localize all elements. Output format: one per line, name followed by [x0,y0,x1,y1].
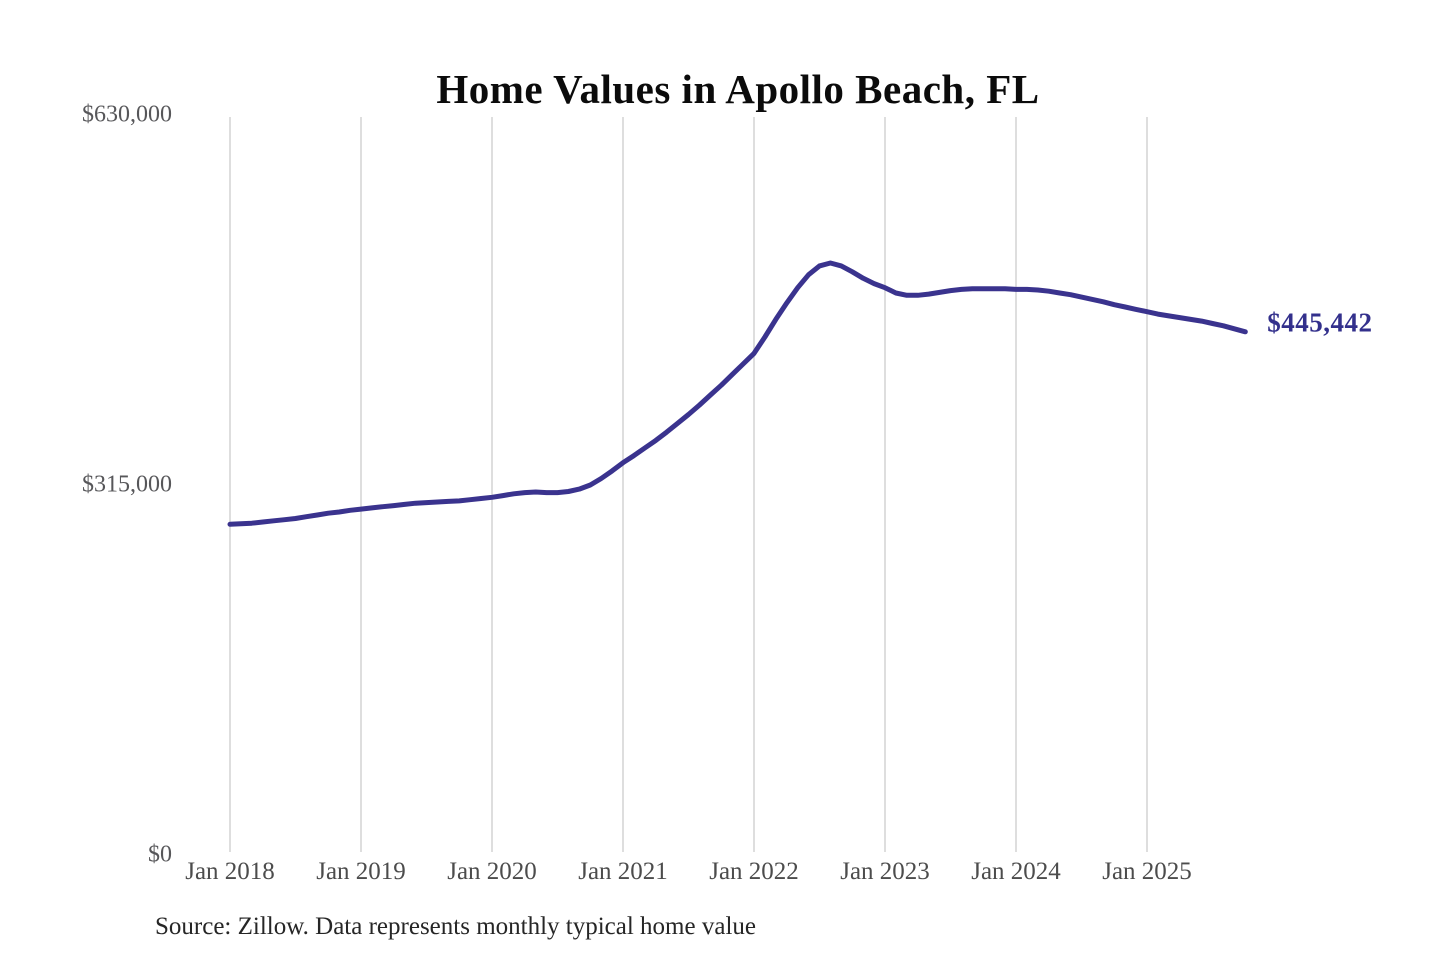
x-tick-label-jan-2022: Jan 2022 [709,858,799,885]
x-tick-label-jan-2023: Jan 2023 [840,858,930,885]
source-note: Source: Zillow. Data represents monthly … [155,913,756,940]
x-tick-label-jan-2019: Jan 2019 [316,858,406,885]
x-tick-label-jan-2018: Jan 2018 [185,858,275,885]
home-value-line [227,260,1248,527]
x-tick-label-jan-2021: Jan 2021 [578,858,668,885]
y-tick-label-315000: $315,000 [82,471,172,498]
y-tick-label-0: $0 [148,841,172,868]
chart-title: Home Values in Apollo Beach, FL [436,66,1040,113]
x-tick-label-jan-2020: Jan 2020 [447,858,537,885]
x-tick-label-jan-2024: Jan 2024 [971,858,1061,885]
x-tick-label-jan-2025: Jan 2025 [1102,858,1192,885]
line-end-value-label: $445,442 [1267,307,1373,338]
y-tick-label-630000: $630,000 [82,101,172,128]
gridlines [229,117,1148,852]
